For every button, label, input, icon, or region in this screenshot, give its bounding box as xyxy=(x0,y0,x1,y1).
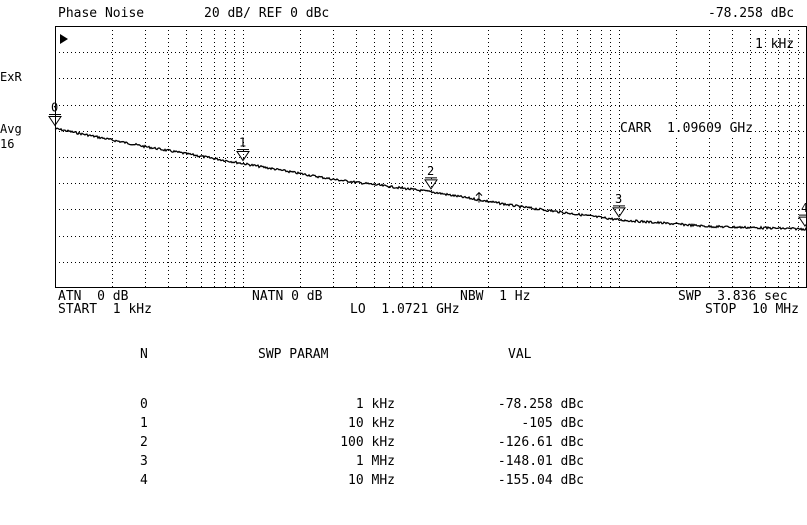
table-cell-val: -126.61 dBc xyxy=(497,435,584,450)
marker-value-readout: -78.258 dBc xyxy=(708,6,795,21)
marker-1-label: 1 xyxy=(239,136,246,150)
averaging-label: Avg xyxy=(0,122,22,136)
table-cell-val: -78.258 dBc xyxy=(497,397,584,412)
table-cell-param: 10 kHz xyxy=(348,416,395,431)
marker-freq-readout: 1 kHz xyxy=(755,37,795,52)
arrow-up-icon xyxy=(475,191,483,203)
table-cell-param: 1 kHz xyxy=(355,397,395,412)
active-marker-icon xyxy=(46,20,70,49)
marker-0-label: 0 xyxy=(51,101,58,115)
marker-1-icon xyxy=(236,151,250,162)
noise-attenuation-readout: NATN 0 dB xyxy=(252,289,323,304)
table-cell-n: 0 xyxy=(140,397,148,412)
table-cell-n: 3 xyxy=(140,454,148,469)
noise-bandwidth-readout: NBW 1 Hz xyxy=(460,289,531,304)
carrier-readout: CARR 1.09609 GHz xyxy=(620,121,754,136)
table-cell-val: -105 dBc xyxy=(521,416,584,431)
attenuation-readout: ATN 0 dB xyxy=(58,289,129,304)
ext-ref-label: ExR xyxy=(0,70,22,84)
trace-title: Phase Noise xyxy=(58,6,145,21)
marker-4-icon xyxy=(798,216,807,228)
phase-noise-trace xyxy=(54,127,807,232)
start-freq-readout: START 1 kHz xyxy=(58,302,152,317)
marker-3-label: 3 xyxy=(615,192,622,206)
table-cell-n: 4 xyxy=(140,473,148,488)
scale-readout: 20 dB/ REF 0 dBc xyxy=(204,6,330,21)
stop-freq-readout: STOP 10 MHz xyxy=(705,302,799,317)
marker-2-icon xyxy=(424,179,438,190)
averaging-count: 16 xyxy=(0,137,15,151)
table-cell-n: 2 xyxy=(140,435,148,450)
table-cell-val: -148.01 dBc xyxy=(497,454,584,469)
phase-noise-plot: 0 1 2 3 4 xyxy=(48,26,807,288)
table-cell-param: 100 kHz xyxy=(340,435,395,450)
marker-0-icon xyxy=(48,116,62,127)
table-cell-n: 1 xyxy=(140,416,148,431)
table-header-param: SWP PARAM xyxy=(258,347,329,362)
marker-2-label: 2 xyxy=(427,164,434,178)
table-cell-val: -155.04 dBc xyxy=(497,473,584,488)
lo-freq-readout: LO 1.0721 GHz xyxy=(350,302,460,317)
table-header-n: N xyxy=(140,347,148,362)
table-cell-param: 10 MHz xyxy=(348,473,395,488)
table-header-val: VAL xyxy=(508,347,532,362)
marker-3-icon xyxy=(612,207,626,218)
marker-4-label: 4 xyxy=(801,201,807,215)
sweep-time-readout: SWP 3.836 sec xyxy=(678,289,788,304)
table-cell-param: 1 MHz xyxy=(355,454,395,469)
